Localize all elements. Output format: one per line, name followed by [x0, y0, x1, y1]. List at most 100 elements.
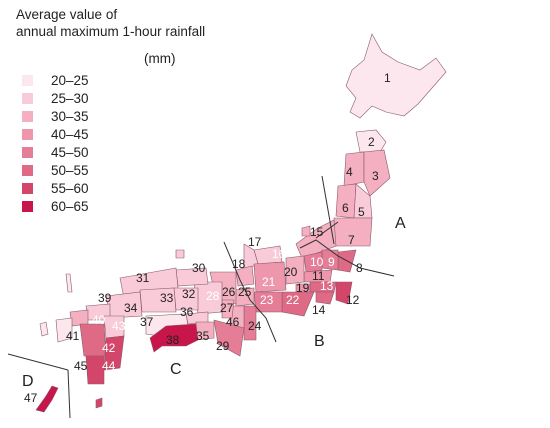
- prefecture-number: 43: [112, 319, 126, 333]
- prefecture-kochi: [149, 323, 199, 353]
- legend-item: 55–60: [22, 179, 89, 197]
- prefecture-number: 7: [348, 233, 355, 247]
- prefecture-number: 26: [222, 285, 236, 299]
- prefecture-number: 2: [368, 135, 375, 149]
- region-divider-d-east: [67, 369, 71, 419]
- prefecture-number: 45: [74, 359, 88, 373]
- legend-item-label: 40–45: [51, 126, 89, 142]
- prefecture-number: 12: [346, 293, 360, 307]
- prefecture-number: 11: [312, 269, 325, 283]
- prefecture-number: 13: [320, 279, 334, 293]
- legend-unit: (mm): [144, 51, 176, 66]
- prefecture-number: 42: [102, 341, 116, 355]
- island-oki: [175, 249, 185, 259]
- region-divider-d-north: [7, 353, 69, 371]
- prefecture-number: 41: [66, 329, 80, 343]
- prefecture-number: 25: [238, 285, 252, 299]
- prefecture-number: 20: [284, 265, 298, 279]
- prefecture-saga: [69, 309, 89, 327]
- prefecture-kanagawa: [315, 291, 335, 305]
- prefecture-number: 44: [102, 359, 116, 373]
- prefecture-number: 27: [220, 301, 234, 315]
- legend-item-label: 60–65: [51, 198, 89, 214]
- prefecture-wakayama: [213, 319, 245, 357]
- legend-item: 50–55: [22, 161, 89, 179]
- prefecture-gunma: [303, 251, 323, 273]
- prefecture-number: 30: [192, 261, 206, 275]
- prefecture-number: 8: [356, 261, 363, 275]
- prefecture-number: 36: [180, 305, 194, 319]
- legend-item: 25–30: [22, 89, 89, 107]
- legend-swatch: [22, 200, 33, 212]
- prefecture-nagano: [285, 255, 305, 285]
- prefecture-kagoshima: [85, 355, 105, 385]
- prefecture-number: 3: [372, 169, 379, 183]
- prefecture-number: 28: [206, 289, 220, 303]
- prefecture-number: 46: [226, 315, 240, 329]
- legend-swatch: [22, 182, 33, 194]
- prefecture-number: 33: [160, 291, 174, 305]
- prefecture-number: 35: [196, 329, 210, 343]
- island-goto: [39, 321, 49, 337]
- legend-item: 30–35: [22, 107, 89, 125]
- legend-item-label: 50–55: [51, 162, 89, 178]
- legend-item-label: 55–60: [51, 180, 89, 196]
- legend-title-line1: Average value of: [16, 7, 118, 22]
- region-divider-a-north: [321, 175, 335, 245]
- prefecture-number: 40: [92, 313, 106, 327]
- prefecture-number: 38: [166, 333, 180, 347]
- prefecture-number: 4: [346, 165, 353, 179]
- legend-item-label: 25–30: [51, 90, 89, 106]
- legend-swatch: [22, 74, 33, 86]
- prefecture-number: 31: [136, 271, 150, 285]
- region-label-d: D: [22, 373, 34, 390]
- legend-item: 45–50: [22, 143, 89, 161]
- legend-swatch: [22, 146, 33, 158]
- legend-swatch: [22, 92, 33, 104]
- region-label-c: C: [170, 361, 182, 378]
- prefecture-number: 1: [384, 71, 391, 85]
- prefecture-number: 21: [262, 275, 276, 289]
- prefecture-aomori: [355, 129, 387, 153]
- region-divider-b-west: [223, 241, 277, 343]
- prefecture-number: 34: [124, 301, 138, 315]
- prefecture-number: 47: [24, 391, 38, 405]
- prefecture-miyazaki: [103, 335, 125, 371]
- prefecture-number: 23: [260, 293, 274, 307]
- legend: Average value of annual maximum 1-hour r…: [16, 6, 206, 214]
- prefecture-number: 32: [182, 287, 196, 301]
- prefecture-chiba: [335, 281, 353, 305]
- prefecture-number: 14: [312, 303, 326, 317]
- region-label-a: A: [395, 215, 406, 232]
- legend-item: 60–65: [22, 197, 89, 215]
- prefecture-number: 10: [310, 255, 324, 269]
- island-tsushima: [65, 273, 73, 293]
- island-amami: [95, 397, 103, 409]
- prefecture-number: 22: [286, 293, 300, 307]
- prefecture-number: 17: [248, 235, 262, 249]
- prefecture-gifu: [253, 261, 287, 293]
- prefecture-number: 19: [296, 281, 310, 295]
- prefecture-okinawa: [35, 385, 59, 413]
- legend-item-label: 30–35: [51, 108, 89, 124]
- region-label-b: B: [314, 333, 325, 350]
- legend-items: 20–25 25–30 30–35 40–45 45–50 50–55 55–6…: [22, 71, 89, 215]
- legend-swatch: [22, 128, 33, 140]
- prefecture-number: 15: [310, 225, 324, 239]
- legend-title-line2: annual maximum 1-hour rainfall: [16, 24, 206, 39]
- legend-item-label: 45–50: [51, 144, 89, 160]
- region-divider-a-south: [299, 239, 395, 277]
- prefecture-number: 37: [140, 315, 154, 329]
- legend-swatch: [22, 110, 33, 122]
- prefecture-number: 6: [342, 201, 349, 215]
- prefecture-hokkaido: [345, 33, 447, 119]
- legend-item-label: 20–25: [51, 72, 89, 88]
- prefecture-number: 29: [216, 339, 230, 353]
- prefecture-nagasaki: [55, 317, 73, 343]
- prefecture-number: 18: [232, 257, 246, 271]
- region-divider-a-east: [315, 221, 339, 239]
- island-sado: [301, 225, 311, 237]
- prefecture-number: 39: [98, 291, 112, 305]
